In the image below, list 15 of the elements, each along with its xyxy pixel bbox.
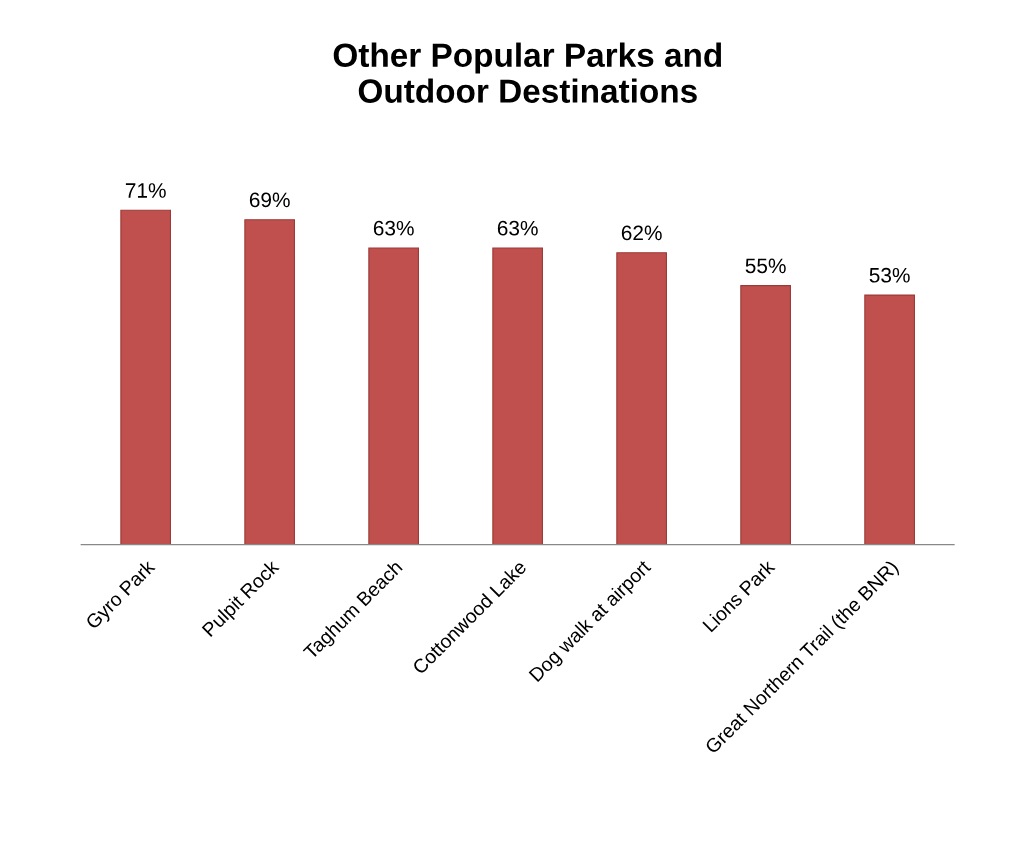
bar	[492, 247, 544, 545]
bar	[368, 247, 420, 545]
bar	[244, 219, 296, 545]
data-label: 63%	[497, 220, 538, 236]
data-label: 69%	[249, 192, 290, 208]
data-label: 62%	[621, 225, 662, 241]
data-label: 55%	[745, 258, 786, 274]
bar	[740, 285, 791, 545]
data-label: 53%	[869, 267, 910, 283]
bar	[864, 294, 915, 545]
bar	[616, 252, 667, 545]
bar	[120, 209, 172, 545]
data-label: 63%	[373, 220, 414, 236]
data-label: 71%	[125, 183, 166, 198]
chart-title: Other Popular Parks and Outdoor Destinations	[333, 42, 722, 103]
